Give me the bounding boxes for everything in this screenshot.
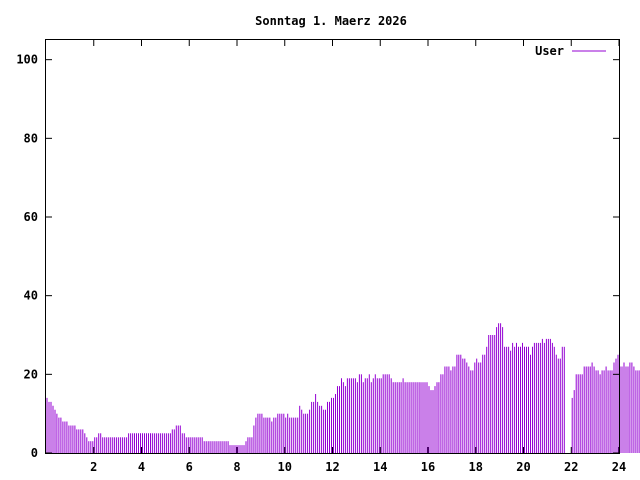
y-tick-label-2: 40	[24, 289, 38, 303]
x-tick-label-6: 14	[373, 460, 387, 474]
x-tick-label-2: 6	[186, 460, 193, 474]
x-tick-label-9: 20	[516, 460, 530, 474]
x-tick-label-11: 24	[612, 460, 626, 474]
y-tick-label-0: 0	[31, 446, 38, 460]
x-tick-label-8: 18	[469, 460, 483, 474]
x-tick-label-1: 4	[138, 460, 145, 474]
x-tick-label-4: 10	[278, 460, 292, 474]
x-tick-label-10: 22	[564, 460, 578, 474]
y-tick-label-4: 80	[24, 131, 38, 145]
x-tick-label-5: 12	[325, 460, 339, 474]
y-tick-label-5: 100	[16, 53, 38, 67]
legend: User	[535, 44, 606, 58]
x-tick-label-3: 8	[233, 460, 240, 474]
chart-title: Sonntag 1. Maerz 2026	[255, 14, 407, 28]
y-tick-label-1: 20	[24, 367, 38, 381]
x-tick-label-0: 2	[90, 460, 97, 474]
bars-layer	[46, 323, 640, 453]
legend-label: User	[535, 44, 564, 58]
x-tick-label-7: 16	[421, 460, 435, 474]
y-tick-label-3: 60	[24, 210, 38, 224]
plot-border	[45, 39, 620, 454]
